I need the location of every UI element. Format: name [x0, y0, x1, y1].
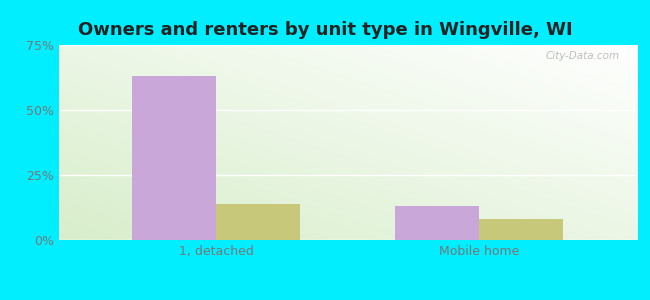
Text: City-Data.com: City-Data.com — [545, 51, 619, 61]
Bar — [479, 219, 564, 240]
Bar — [216, 204, 300, 240]
Text: Owners and renters by unit type in Wingville, WI: Owners and renters by unit type in Wingv… — [78, 21, 572, 39]
Bar — [132, 76, 216, 240]
Bar — [395, 206, 479, 240]
